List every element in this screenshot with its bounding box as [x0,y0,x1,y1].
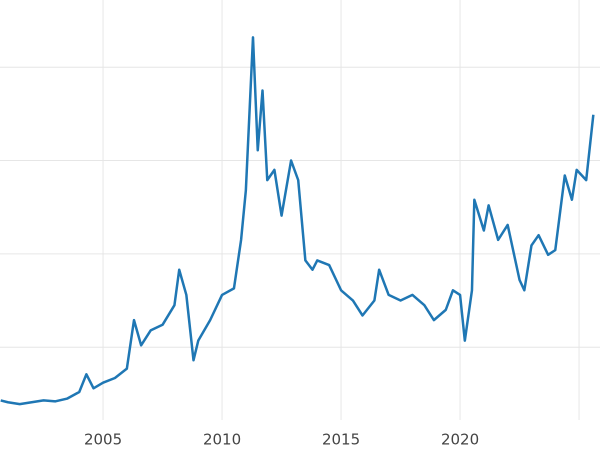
price-line [0,36,595,406]
x-tick-label: 2005 [84,431,122,449]
x-tick-label: 2015 [322,431,360,449]
x-tick-label: 2020 [441,431,479,449]
x-tick-label: 2010 [203,431,241,449]
